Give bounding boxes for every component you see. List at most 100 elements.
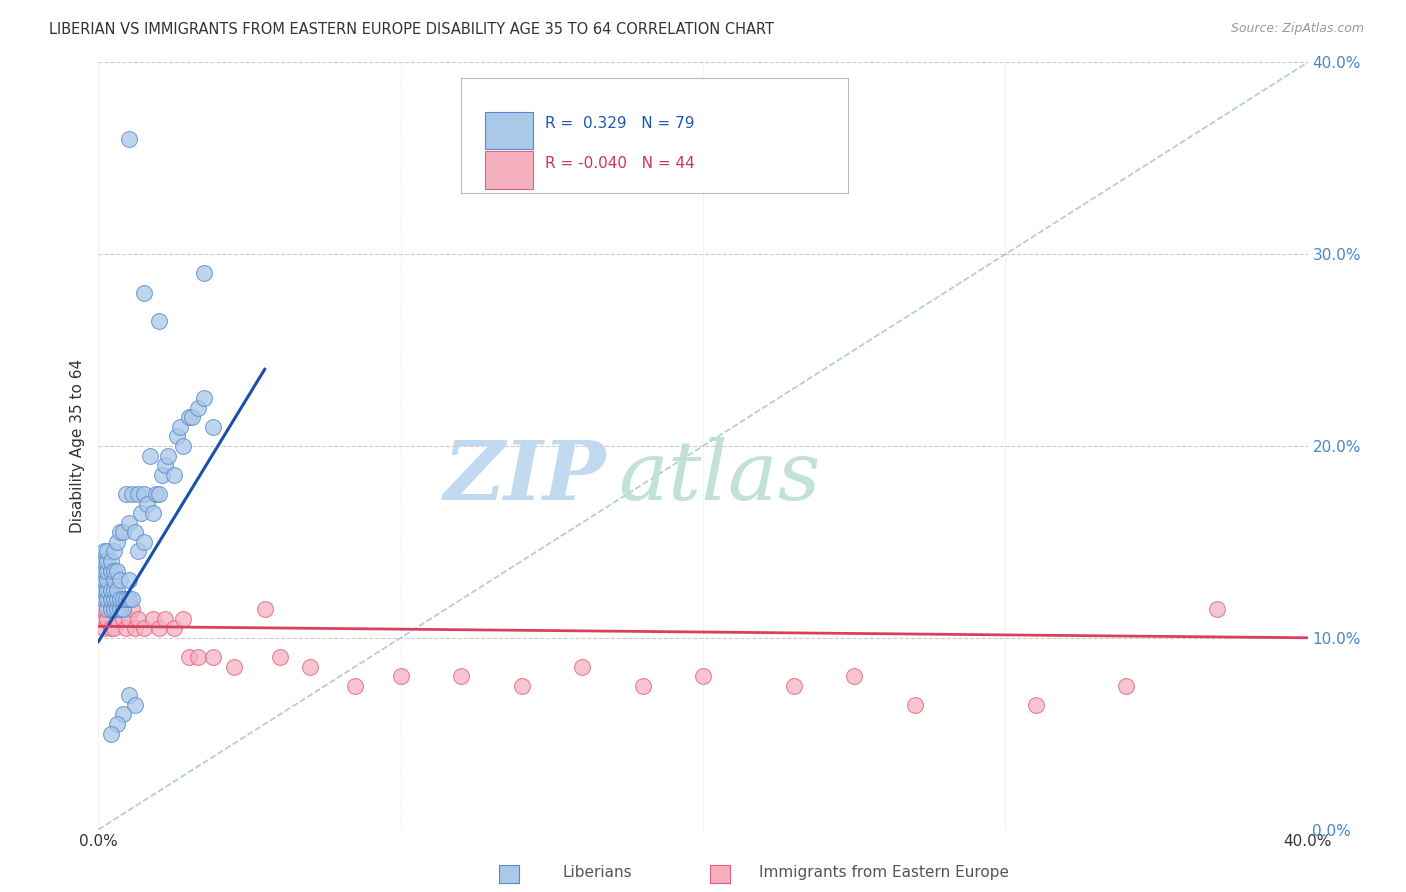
- Point: [100, 602, 122, 616]
- Point: [118, 574, 141, 588]
- Point: [100, 582, 122, 597]
- Point: [450, 669, 472, 683]
- Point: [114, 487, 136, 501]
- Point: [96, 574, 118, 588]
- Point: [93, 564, 115, 578]
- Point: [299, 659, 322, 673]
- Point: [111, 602, 134, 616]
- Point: [108, 592, 131, 607]
- Point: [163, 467, 186, 482]
- Point: [129, 506, 152, 520]
- Point: [105, 592, 128, 607]
- Point: [145, 487, 167, 501]
- Point: [90, 612, 112, 626]
- Point: [187, 649, 209, 664]
- Point: [100, 554, 122, 568]
- Point: [127, 612, 149, 626]
- Text: R =  0.329   N = 79: R = 0.329 N = 79: [544, 116, 695, 131]
- Point: [90, 564, 112, 578]
- Point: [114, 592, 136, 607]
- Point: [108, 602, 131, 616]
- Point: [105, 582, 128, 597]
- Text: ZIP: ZIP: [444, 437, 606, 516]
- Text: Immigrants from Eastern Europe: Immigrants from Eastern Europe: [759, 865, 1010, 880]
- Point: [153, 458, 176, 473]
- Point: [121, 592, 143, 607]
- Point: [132, 621, 155, 635]
- Point: [1206, 602, 1229, 616]
- Point: [142, 612, 165, 626]
- Point: [844, 669, 866, 683]
- Point: [139, 449, 162, 463]
- Point: [96, 592, 118, 607]
- Text: LIBERIAN VS IMMIGRANTS FROM EASTERN EUROPE DISABILITY AGE 35 TO 64 CORRELATION C: LIBERIAN VS IMMIGRANTS FROM EASTERN EURO…: [49, 22, 775, 37]
- Point: [253, 602, 276, 616]
- Point: [103, 544, 125, 558]
- Point: [90, 554, 112, 568]
- Point: [118, 612, 141, 626]
- Point: [93, 544, 115, 558]
- Point: [118, 516, 141, 530]
- Point: [111, 707, 134, 722]
- Point: [103, 602, 125, 616]
- Point: [179, 410, 201, 425]
- Point: [179, 649, 201, 664]
- Point: [90, 602, 112, 616]
- Point: [103, 564, 125, 578]
- Point: [135, 496, 157, 510]
- Point: [224, 659, 246, 673]
- Point: [93, 602, 115, 616]
- Point: [150, 467, 173, 482]
- Point: [96, 602, 118, 616]
- Point: [166, 429, 188, 443]
- Point: [105, 564, 128, 578]
- Point: [132, 285, 155, 300]
- FancyBboxPatch shape: [485, 152, 533, 189]
- Point: [193, 391, 215, 405]
- Point: [148, 621, 170, 635]
- Point: [100, 726, 122, 740]
- Point: [96, 582, 118, 597]
- Point: [181, 410, 204, 425]
- Y-axis label: Disability Age 35 to 64: Disability Age 35 to 64: [69, 359, 84, 533]
- Point: [105, 717, 128, 731]
- Point: [105, 612, 128, 626]
- Point: [103, 582, 125, 597]
- Point: [114, 621, 136, 635]
- Point: [118, 689, 141, 703]
- Point: [156, 449, 179, 463]
- Point: [631, 679, 654, 693]
- Point: [111, 612, 134, 626]
- Point: [193, 266, 215, 280]
- Point: [124, 525, 146, 540]
- Point: [111, 592, 134, 607]
- Point: [100, 602, 122, 616]
- Point: [108, 525, 131, 540]
- Point: [148, 314, 170, 328]
- FancyBboxPatch shape: [461, 78, 848, 193]
- Point: [103, 574, 125, 588]
- Point: [93, 554, 115, 568]
- Point: [153, 612, 176, 626]
- Point: [510, 679, 533, 693]
- Point: [269, 649, 291, 664]
- Point: [127, 487, 149, 501]
- Point: [124, 698, 146, 712]
- Point: [105, 602, 128, 616]
- Point: [103, 592, 125, 607]
- Point: [172, 439, 194, 453]
- Point: [121, 602, 143, 616]
- Point: [108, 574, 131, 588]
- Point: [96, 564, 118, 578]
- Point: [103, 621, 125, 635]
- Point: [132, 535, 155, 549]
- Point: [90, 582, 112, 597]
- Point: [1115, 679, 1137, 693]
- Point: [571, 659, 593, 673]
- Point: [187, 401, 209, 415]
- Point: [127, 544, 149, 558]
- Point: [118, 592, 141, 607]
- Point: [389, 669, 412, 683]
- Point: [96, 592, 118, 607]
- Text: atlas: atlas: [619, 437, 821, 516]
